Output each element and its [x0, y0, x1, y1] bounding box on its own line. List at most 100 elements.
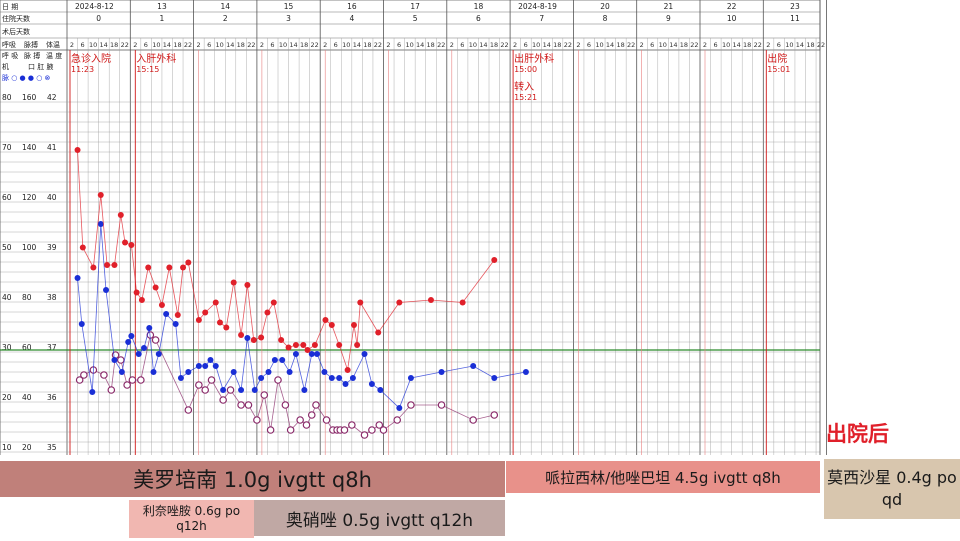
- resp-point: [75, 376, 84, 384]
- temp-point: [251, 387, 258, 393]
- pulse-point: [180, 264, 187, 271]
- temp-axis-tick: 37: [47, 343, 57, 352]
- resp-point: [260, 391, 269, 399]
- hour-tick: 10: [722, 41, 730, 49]
- hour-tick: 6: [334, 41, 338, 49]
- resp-point: [253, 416, 261, 424]
- pulse-axis-tick: 100: [22, 243, 37, 252]
- temp-point: [336, 375, 343, 381]
- temp-axis-tick: 35: [47, 443, 57, 452]
- hour-tick: 18: [110, 41, 118, 49]
- date-cell: 17: [410, 2, 420, 11]
- hour-tick: 18: [616, 41, 624, 49]
- hosp-day-cell: 2: [223, 14, 228, 23]
- temp-point: [470, 363, 477, 369]
- resp-axis-tick: 20: [2, 393, 12, 402]
- hour-tick: 6: [650, 41, 654, 49]
- temp-point: [286, 369, 293, 375]
- temp-point: [491, 375, 498, 381]
- hour-tick: 6: [80, 41, 84, 49]
- pulse-point: [138, 297, 145, 303]
- pulse-point: [357, 299, 364, 306]
- resp-point: [340, 426, 349, 434]
- pulse-point: [459, 299, 466, 306]
- legend-col-label: 体温: [46, 40, 60, 49]
- temp-point: [244, 335, 251, 341]
- date-cell: 20: [600, 2, 610, 11]
- post-discharge-label: 出院后: [826, 422, 889, 446]
- hour-tick: 14: [606, 41, 614, 49]
- hosp-day-cell: 10: [727, 14, 737, 23]
- event-label: 急诊入院: [71, 52, 111, 65]
- hour-tick: 2: [513, 41, 517, 49]
- legend-col-sub: 脉 搏: [24, 51, 40, 60]
- pulse-point: [195, 317, 202, 323]
- hour-tick: 14: [669, 41, 677, 49]
- hour-tick: 2: [197, 41, 201, 49]
- pulse-point: [491, 257, 498, 263]
- pulse-point: [79, 244, 86, 251]
- event-label: 出肝外科: [514, 52, 554, 65]
- temp-point: [342, 381, 349, 387]
- hosp-day-cell: 4: [349, 14, 354, 23]
- temp-point: [522, 369, 529, 375]
- temp-line: [77, 223, 526, 409]
- pulse-point: [212, 299, 219, 306]
- temp-axis-tick: 39: [47, 243, 57, 252]
- pulse-point: [350, 322, 357, 328]
- temp-point: [271, 357, 278, 363]
- date-cell: 21: [664, 2, 674, 11]
- date-cell: 2024-8-19: [518, 2, 557, 11]
- hour-tick: 18: [743, 41, 751, 49]
- resp-point: [469, 416, 477, 424]
- temp-point: [212, 363, 219, 369]
- resp-point: [407, 401, 415, 409]
- hour-tick: 14: [353, 41, 361, 49]
- resp-point: [226, 386, 235, 394]
- pulse-point: [396, 299, 403, 306]
- resp-point: [137, 376, 145, 384]
- hour-tick: 6: [460, 41, 464, 49]
- temp-point: [438, 369, 445, 375]
- header-box: [0, 0, 821, 51]
- hour-tick: 6: [587, 41, 591, 49]
- hosp-day-cell: 9: [666, 14, 671, 23]
- hour-tick: 6: [524, 41, 528, 49]
- resp-point: [128, 376, 137, 384]
- temp-axis-tick: 38: [47, 293, 57, 302]
- temp-point: [207, 357, 214, 363]
- hour-tick: 18: [363, 41, 371, 49]
- resp-axis-tick: 70: [2, 143, 12, 152]
- hour-tick: 18: [553, 41, 561, 49]
- temp-point: [89, 389, 96, 395]
- med-piperacillin: 哌拉西林/他唑巴坦 4.5g ivgtt q8h: [506, 461, 820, 493]
- resp-axis-tick: 40: [2, 293, 12, 302]
- temp-point: [177, 375, 184, 381]
- legend-col-label: 脉搏: [24, 40, 38, 49]
- resp-point: [312, 401, 320, 409]
- resp-point: [219, 396, 227, 404]
- resp-point: [490, 411, 499, 419]
- resp-point: [107, 386, 116, 394]
- pulse-point: [223, 324, 230, 331]
- hour-tick: 14: [289, 41, 297, 49]
- pulse-line: [77, 149, 495, 371]
- hour-tick: 10: [342, 41, 350, 49]
- hour-tick: 2: [766, 41, 770, 49]
- pulse-point: [427, 297, 434, 303]
- pulse-axis-tick: 20: [22, 443, 32, 452]
- temp-axis-tick: 42: [47, 93, 57, 102]
- pulse-point: [174, 312, 181, 318]
- legend-extra: 机: [2, 62, 9, 71]
- pulse-axis-tick: 120: [22, 193, 37, 202]
- hour-tick: 14: [543, 41, 551, 49]
- hour-tick: 14: [226, 41, 234, 49]
- hour-tick: 18: [680, 41, 688, 49]
- pulse-point: [202, 309, 209, 316]
- hosp-day-cell: 11: [790, 14, 800, 23]
- hour-tick: 14: [479, 41, 487, 49]
- temp-point: [377, 387, 384, 393]
- pulse-point: [145, 264, 152, 271]
- resp-point: [281, 401, 290, 409]
